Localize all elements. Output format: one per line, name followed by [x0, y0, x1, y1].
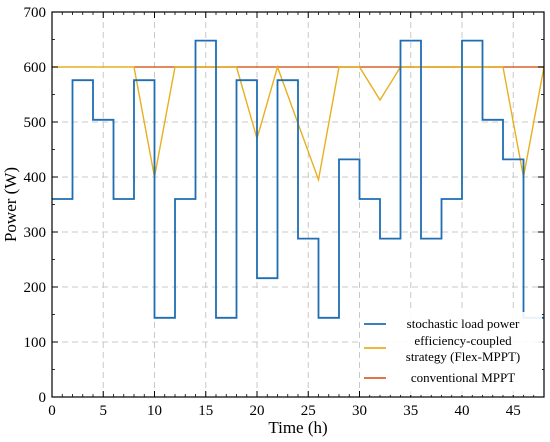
- legend-label-0: stochastic load power: [407, 316, 520, 331]
- series-layer: [52, 39, 545, 319]
- x-tick-label: 40: [455, 403, 470, 419]
- series-line-1: [52, 64, 545, 183]
- y-tick-label: 700: [24, 5, 47, 21]
- legend-label-2: conventional MPPT: [411, 370, 515, 385]
- x-tick-label: 30: [352, 403, 367, 419]
- axis-ticks: 0 5 10 15 20 25 30 35 40 45 0 100 200 300 400 500 600 700: [24, 5, 545, 419]
- x-tick-label: 45: [506, 403, 521, 419]
- x-tick-label: 15: [198, 403, 213, 419]
- y-axis-title: Power (W): [1, 167, 20, 242]
- x-tick-label: 20: [250, 403, 265, 419]
- x-tick-label: 0: [48, 403, 56, 419]
- y-tick-label: 500: [24, 115, 47, 131]
- x-tick-label: 35: [403, 403, 418, 419]
- legend-box: [360, 312, 542, 395]
- y-tick-label: 600: [24, 60, 47, 76]
- x-tick-label: 25: [301, 403, 316, 419]
- x-axis-title: Time (h): [268, 418, 327, 437]
- y-tick-label: 400: [24, 170, 47, 186]
- y-tick-label: 300: [24, 225, 47, 241]
- legend-label-1-0: efficiency-coupled: [414, 333, 512, 348]
- legend: stochastic load power efficiency-coupleds…: [360, 312, 542, 395]
- legend-label-1-1: strategy (Flex-MPPT): [406, 349, 520, 364]
- x-tick-label: 5: [100, 403, 108, 419]
- y-tick-label: 200: [24, 280, 47, 296]
- y-tick-label: 0: [39, 390, 47, 406]
- x-tick-label: 10: [147, 403, 162, 419]
- y-tick-label: 100: [24, 335, 47, 351]
- series-line-0: [52, 39, 544, 319]
